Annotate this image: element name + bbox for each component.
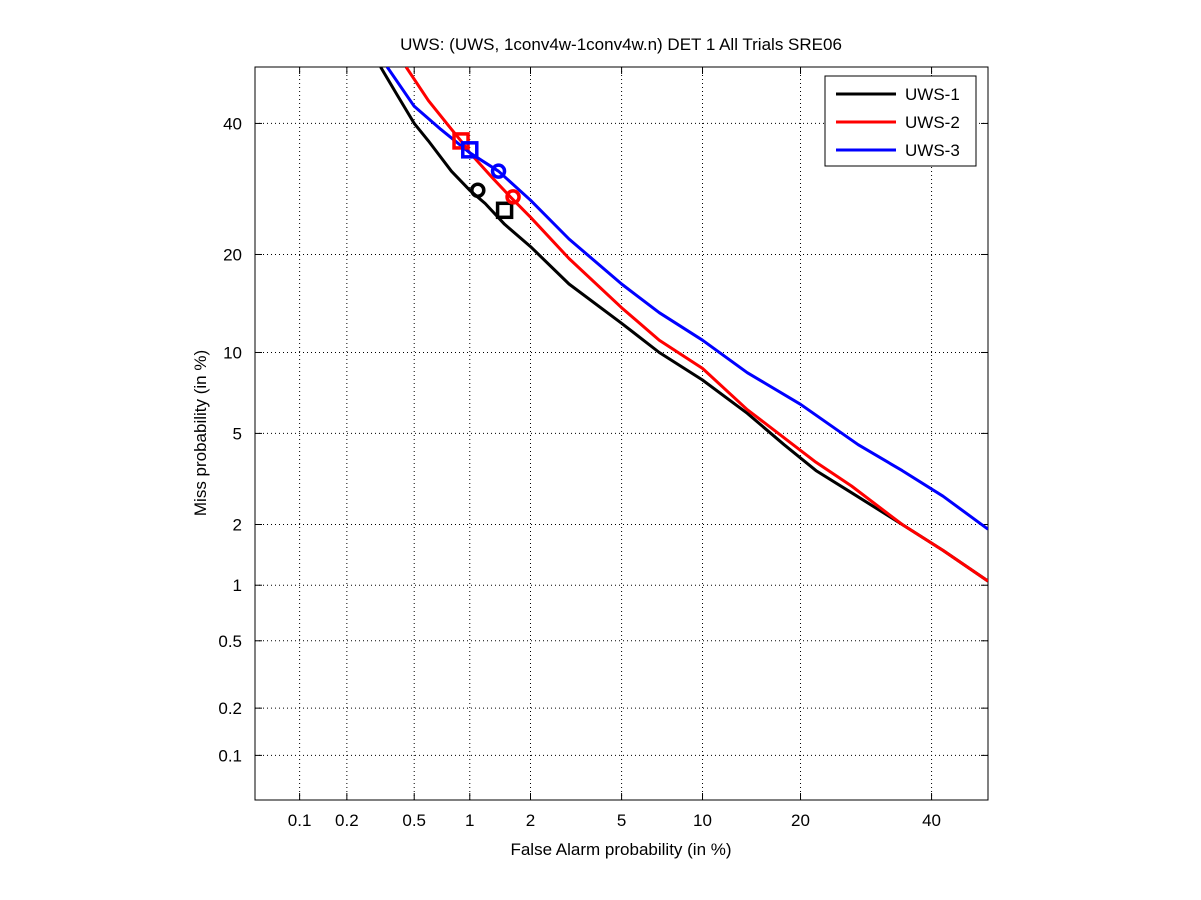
y-tick-label: 2 (233, 515, 242, 534)
x-tick-label: 20 (791, 811, 810, 830)
y-tick-label: 40 (223, 114, 242, 133)
y-tick-label: 5 (233, 424, 242, 443)
x-tick-label: 0.1 (288, 811, 312, 830)
x-tick-label: 0.2 (335, 811, 359, 830)
x-tick-label: 0.5 (402, 811, 426, 830)
y-tick-label: 0.1 (218, 746, 242, 765)
square-marker-uws-3 (461, 141, 479, 159)
y-tick-label: 0.5 (218, 632, 242, 651)
axis-ticks: 0.1 0.2 0.5 1 2 5 10 20 40 0.1 0.2 0.5 1 2 5 10 20 40 (218, 67, 988, 830)
plot-area-frame (254, 66, 989, 801)
y-tick-label: 10 (223, 343, 242, 362)
series-line-uws-1 (379, 67, 988, 583)
operating-point-markers (452, 132, 521, 220)
series-line-uws-2 (404, 67, 988, 583)
x-tick-label: 2 (526, 811, 535, 830)
y-tick-label: 20 (223, 245, 242, 264)
legend-label-uws-2: UWS-2 (905, 113, 960, 132)
legend-label-uws-1: UWS-1 (905, 85, 960, 104)
legend-label-uws-3: UWS-3 (905, 141, 960, 160)
grid (255, 67, 988, 800)
circle-marker-uws-1 (470, 182, 486, 199)
legend: UWS-1 UWS-2 UWS-3 (824, 75, 977, 167)
x-tick-label: 40 (922, 811, 941, 830)
x-axis-label: False Alarm probability (in %) (510, 840, 731, 859)
circle-marker-uws-3 (490, 163, 507, 179)
x-tick-label: 1 (465, 811, 474, 830)
square-marker-uws-1 (495, 201, 514, 220)
y-axis-label: Miss probability (in %) (191, 350, 210, 516)
x-tick-label: 5 (617, 811, 626, 830)
chart-title: UWS: (UWS, 1conv4w-1conv4w.n) DET 1 All … (400, 35, 842, 54)
y-tick-label: 0.2 (218, 699, 242, 718)
y-tick-label: 1 (233, 576, 242, 595)
circle-marker-uws-2 (505, 189, 521, 205)
x-tick-label: 10 (693, 811, 712, 830)
